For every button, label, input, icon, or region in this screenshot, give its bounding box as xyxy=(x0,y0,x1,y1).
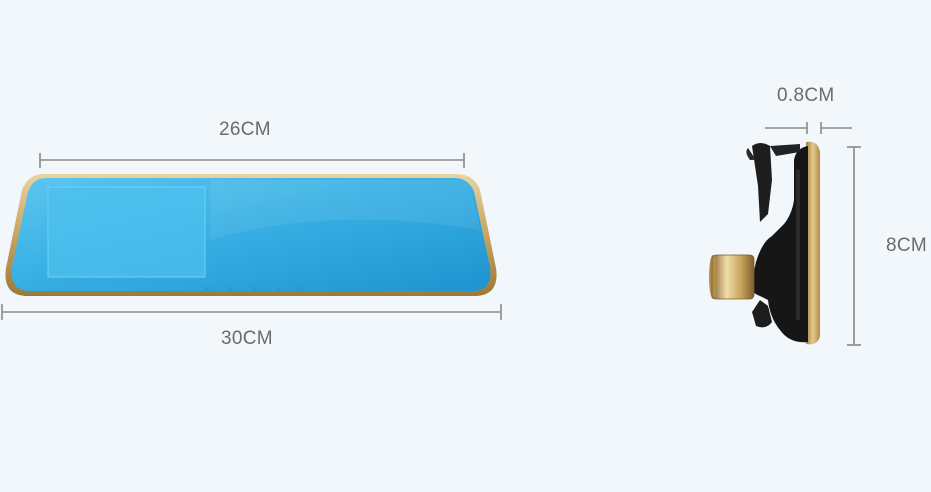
screen-width-label: 26CM xyxy=(219,119,271,140)
menu-icon xyxy=(228,287,232,291)
camera-lens-knob xyxy=(709,254,755,300)
mirror-side-view xyxy=(709,141,820,345)
strap-clip-upper xyxy=(752,143,772,222)
dimension-line-depth xyxy=(765,122,852,134)
strap-clip-bridge xyxy=(770,144,800,156)
total-width-label: 30CM xyxy=(221,328,273,349)
mode-icon xyxy=(252,287,257,290)
strap-clip-lower xyxy=(752,300,772,328)
dimension-line-screen-width xyxy=(39,153,465,168)
screen-display-area xyxy=(48,187,205,277)
side-gold-plate xyxy=(806,141,820,345)
depth-label: 0.8CM xyxy=(777,85,835,106)
up-icon xyxy=(277,286,283,291)
height-label: 8CM xyxy=(886,235,928,256)
down-icon xyxy=(295,287,301,292)
power-icon xyxy=(205,287,210,290)
mirror-touch-buttons xyxy=(205,286,301,292)
dimension-line-total-width xyxy=(1,304,502,320)
dimension-line-height xyxy=(847,146,861,346)
mirror-front-view xyxy=(5,174,497,296)
side-black-body xyxy=(751,146,808,343)
